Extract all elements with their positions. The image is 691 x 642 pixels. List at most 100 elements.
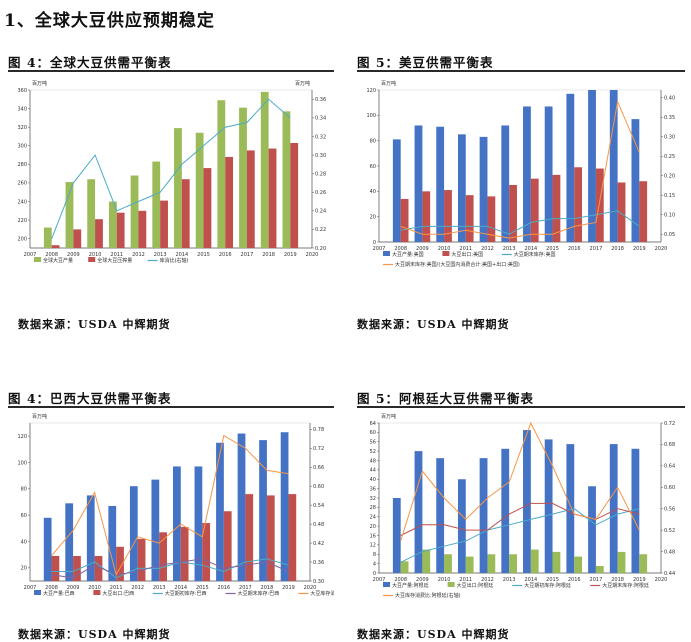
x-tick-label: 2007 [373, 246, 386, 252]
x-tick-label: 2011 [459, 577, 472, 583]
bar [51, 555, 60, 581]
bar [465, 195, 474, 242]
x-tick-label: 2014 [524, 577, 537, 583]
x-tick-label: 2011 [459, 246, 472, 252]
left-axis-unit: 百万吨 [32, 80, 47, 87]
bar [152, 161, 161, 248]
y-tick-label: 120 [17, 434, 27, 440]
left-axis-unit: 百万吨 [381, 413, 396, 420]
legend-label: 库消比(右轴) [160, 257, 189, 264]
bar [566, 444, 575, 573]
y-tick-label: 80 [370, 138, 376, 144]
bar [487, 554, 496, 573]
bar [400, 561, 409, 573]
bar [245, 494, 254, 581]
bar [86, 495, 95, 581]
series-line [51, 558, 289, 579]
figure-title-argentina: 图 5：阿根廷大豆供需平衡表 [357, 391, 535, 406]
x-tick-label: 2017 [590, 246, 603, 252]
y2-tick-label: 0.30 [315, 153, 326, 159]
figure-title-brazil: 图 4：巴西大豆供需平衡表 [8, 391, 172, 406]
bar [436, 458, 445, 573]
y2-tick-label: 0.36 [315, 97, 326, 103]
x-tick-label: 2008 [45, 252, 58, 258]
y-tick-label: 360 [17, 88, 27, 94]
left-axis-unit: 百万吨 [32, 413, 47, 420]
x-tick-label: 2011 [110, 585, 123, 591]
y-tick-label: 340 [17, 106, 27, 112]
y-tick-label: 0 [373, 571, 376, 577]
y-tick-label: 40 [21, 539, 27, 545]
y2-tick-label: 0.52 [664, 528, 675, 534]
bar [544, 439, 553, 573]
figure-source: 数据来源：USDA 中辉期货 [18, 628, 171, 641]
bar [595, 565, 604, 573]
y2-tick-label: 0.60 [664, 485, 675, 491]
series-line [400, 210, 640, 235]
chart-argentina-soybean: 百万吨04812162024283236404448525660640.440.… [370, 413, 676, 599]
legend-label: 大豆期初库存:巴西 [165, 590, 207, 597]
y2-tick-label: 0.24 [315, 209, 326, 215]
legend-label: 大豆产量:美国 [392, 251, 424, 258]
bar [422, 191, 431, 242]
y-tick-label: 48 [370, 458, 376, 464]
y-tick-label: 16 [370, 533, 376, 539]
bar [574, 167, 583, 242]
bar [436, 126, 445, 242]
bar [487, 196, 496, 242]
bar [639, 554, 648, 573]
bar [609, 90, 618, 242]
legend-label: 大豆期初库存:阿根廷 [524, 582, 571, 589]
bar [290, 142, 299, 248]
y-tick-label: 64 [370, 421, 376, 427]
bar [444, 554, 452, 573]
legend-label: 全球大豆压榨量 [97, 257, 132, 264]
y2-tick-label: 0.40 [664, 96, 675, 102]
bar [194, 466, 203, 581]
x-tick-label: 2020 [304, 585, 317, 591]
y-tick-label: 52 [370, 449, 376, 455]
legend-label: 大豆库存消费比:阿根廷(右轴) [395, 592, 461, 599]
x-tick-label: 2007 [24, 252, 37, 258]
x-tick-label: 2016 [217, 585, 230, 591]
x-tick-label: 2014 [174, 585, 187, 591]
bar [174, 128, 182, 248]
bar [203, 168, 212, 248]
bar [173, 466, 181, 581]
x-tick-label: 2008 [394, 577, 407, 583]
x-tick-label: 2014 [524, 246, 537, 252]
bar [116, 212, 125, 248]
y-tick-label: 0 [373, 240, 376, 246]
section-title: 1、全球大豆供应预期稳定 [4, 11, 215, 31]
y-tick-label: 12 [370, 543, 376, 549]
y-tick-label: 320 [17, 125, 27, 131]
y-tick-label: 32 [370, 496, 376, 502]
x-tick-label: 2019 [633, 246, 646, 252]
bar [444, 190, 452, 242]
bar [217, 100, 226, 248]
y-tick-label: 300 [17, 144, 27, 150]
legend-label: 大豆期末库存:阿根廷 [602, 582, 649, 589]
y-tick-label: 40 [370, 477, 376, 483]
y-tick-label: 24 [370, 515, 376, 521]
bar [530, 178, 539, 242]
x-tick-label: 2014 [175, 252, 188, 258]
bar [223, 511, 232, 581]
bar [246, 150, 255, 248]
bar [260, 91, 269, 248]
x-tick-label: 2009 [67, 252, 80, 258]
series-line [400, 502, 640, 536]
x-tick-label: 2017 [590, 577, 603, 583]
legend-swatch [93, 590, 101, 595]
bar [414, 125, 423, 242]
left-axis-unit: 百万吨 [381, 80, 396, 87]
y-tick-label: 44 [370, 468, 376, 474]
x-tick-label: 2016 [219, 252, 232, 258]
y-tick-label: 240 [17, 199, 27, 205]
y2-tick-label: 0.20 [664, 174, 675, 180]
y2-tick-label: 0.68 [664, 442, 675, 448]
legend-label: 大豆库存消费比:巴西(右轴) [310, 590, 334, 597]
y2-tick-label: 0.35 [664, 115, 675, 121]
y-tick-label: 36 [370, 486, 376, 492]
legend-swatch [383, 582, 390, 587]
